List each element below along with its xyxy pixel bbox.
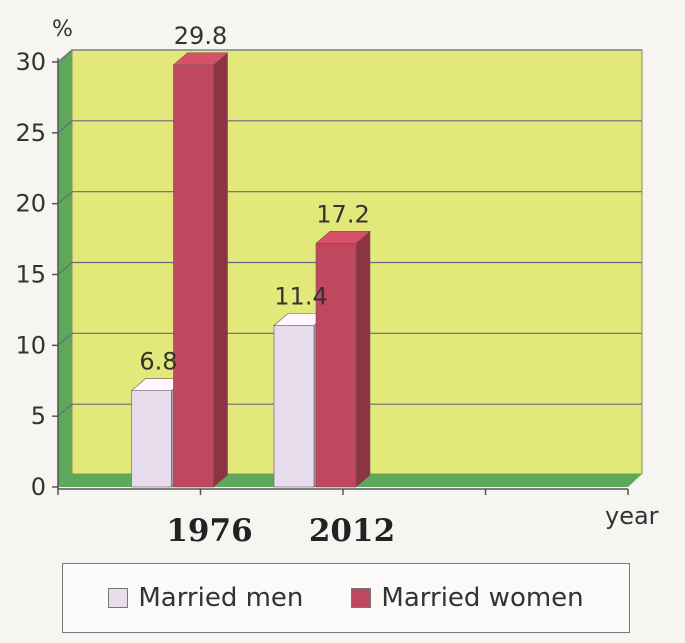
y-tick-label-0: 0 — [31, 473, 46, 501]
gridline-20 — [57, 191, 73, 205]
gridline-10 — [57, 332, 73, 346]
gridline-30 — [57, 49, 73, 63]
y-tick-label-25: 25 — [15, 119, 46, 147]
gridline-5 — [57, 403, 73, 417]
data-labels: 6.8 29.8 11.4 17.2 — [139, 22, 369, 376]
bars — [130, 52, 371, 488]
y-axis-ticks: 0 5 10 15 20 25 30 — [15, 48, 58, 501]
y-tick-label-10: 10 — [15, 331, 46, 359]
legend: Married men Married women — [62, 563, 630, 633]
legend-swatch-married-women — [351, 588, 372, 608]
y-tick-label-30: 30 — [15, 48, 46, 76]
data-label-married-men-2012: 11.4 — [274, 283, 327, 311]
x-tick-label-1976: 1976 — [166, 513, 252, 549]
legend-label-married-men: Married men — [138, 583, 304, 613]
data-label-married-women-2012: 17.2 — [316, 200, 369, 228]
x-axis-label: year — [605, 502, 659, 530]
y-axis-label: % — [52, 17, 73, 42]
legend-item-married-men: Married men — [108, 583, 303, 613]
data-label-married-men-1976: 6.8 — [139, 348, 177, 376]
y-tick-label-20: 20 — [15, 190, 46, 218]
gridline-25 — [57, 120, 73, 134]
y-tick-label-15: 15 — [15, 261, 46, 289]
legend-swatch-married-men — [108, 588, 129, 608]
gridlines — [57, 49, 642, 417]
y-tick-label-5: 5 — [31, 402, 46, 430]
bar-married-women-1976 — [172, 52, 229, 488]
legend-label-married-women: Married women — [381, 583, 584, 613]
gridline-15 — [57, 262, 73, 275]
x-tick-label-2012: 2012 — [309, 513, 395, 549]
bar-married-women-2012 — [315, 230, 371, 488]
legend-item-married-women: Married women — [351, 583, 584, 613]
data-label-married-women-1976: 29.8 — [174, 22, 227, 50]
x-axis-ticks: 1976 2012 — [57, 489, 629, 549]
